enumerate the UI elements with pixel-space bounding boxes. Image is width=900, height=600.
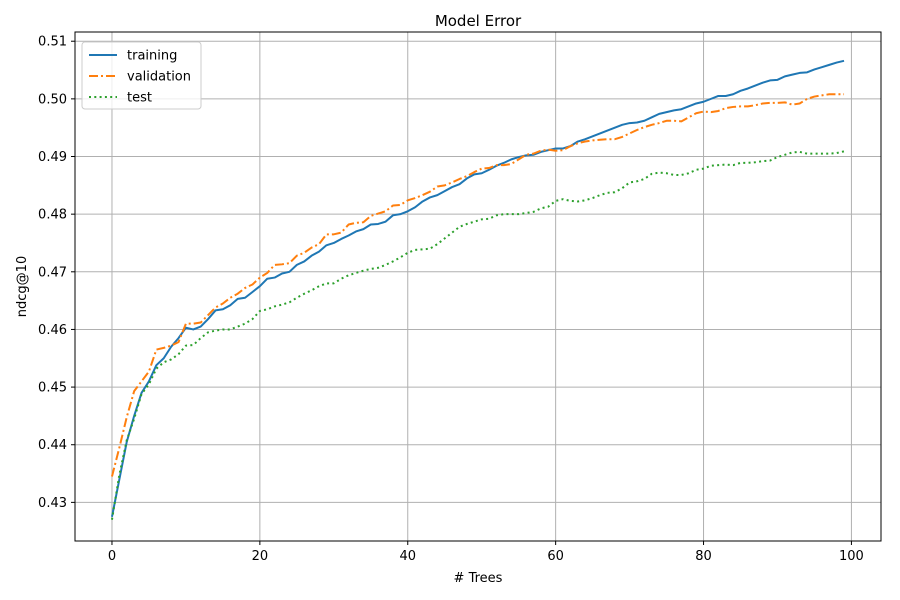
- x-tick-label: 100: [839, 549, 864, 564]
- y-tick-label: 0.50: [38, 92, 67, 107]
- series-line-training: [110, 59, 845, 517]
- y-tick-label: 0.47: [38, 265, 67, 280]
- plot-area-frame: [74, 31, 882, 542]
- x-tick-label: 20: [252, 549, 269, 564]
- y-tick-label: 0.51: [38, 35, 67, 50]
- legend-item-test: test: [89, 91, 152, 106]
- legend-label-test: test: [127, 91, 152, 106]
- series-line-test: [110, 150, 845, 520]
- y-tick-label: 0.49: [38, 150, 67, 165]
- legend-box: [81, 41, 202, 110]
- y-tick-label: 0.45: [38, 381, 67, 396]
- grid: [75, 32, 881, 541]
- series-layer: [110, 59, 845, 520]
- legend-item-validation: validation: [89, 70, 191, 85]
- y-tick-label: 0.48: [38, 208, 67, 223]
- legend-label-validation: validation: [127, 70, 191, 85]
- y-tick-label: 0.46: [38, 323, 67, 338]
- legend-item-training: training: [89, 49, 177, 64]
- x-tick-label: 40: [399, 549, 416, 564]
- x-tick-label: 0: [108, 549, 116, 564]
- x-tick-label: 80: [695, 549, 712, 564]
- axis-ticks: 0 20 40 60 80 100 0.43 0.44 0.45 0.46 0.47 0.48 0.49…: [38, 35, 864, 564]
- x-tick-label: 60: [547, 549, 564, 564]
- legend-label-training: training: [127, 49, 177, 64]
- y-axis-title: ndcg@10: [15, 256, 30, 317]
- x-axis-title: # Trees: [454, 571, 503, 586]
- y-tick-label: 0.44: [38, 438, 67, 453]
- legend: training validation test: [81, 41, 202, 110]
- chart-title: Model Error: [435, 12, 522, 30]
- y-tick-label: 0.43: [38, 496, 67, 511]
